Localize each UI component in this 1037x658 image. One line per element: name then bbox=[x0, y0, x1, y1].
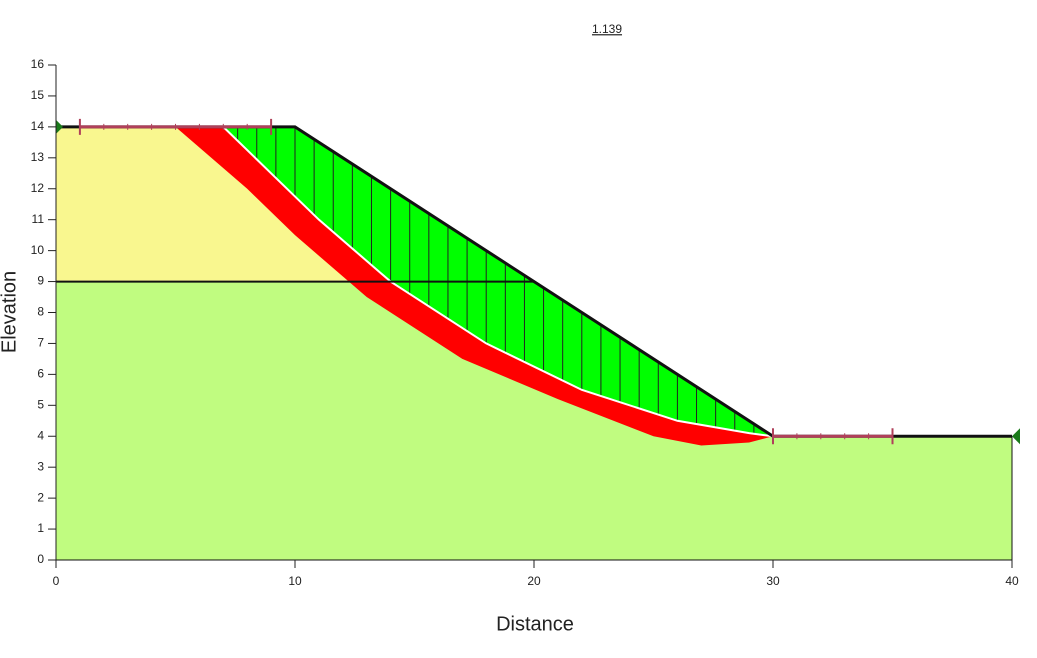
x-axis-label: Distance bbox=[496, 613, 574, 635]
y-tick-label: 13 bbox=[31, 150, 45, 164]
y-tick-label: 15 bbox=[31, 88, 45, 102]
y-tick-label: 4 bbox=[37, 428, 44, 442]
y-tick-label: 0 bbox=[37, 552, 44, 566]
region bbox=[175, 126, 773, 446]
region bbox=[56, 281, 1012, 560]
slip-surface bbox=[222, 126, 774, 438]
y-tick-label: 2 bbox=[37, 490, 44, 504]
y-tick-label: 11 bbox=[32, 212, 45, 226]
y-tick-label: 8 bbox=[37, 305, 44, 319]
piezo-marker bbox=[56, 119, 63, 134]
y-tick-label: 1 bbox=[37, 521, 44, 535]
piezo-marker bbox=[1012, 428, 1020, 445]
y-axis-label: Elevation bbox=[0, 271, 20, 353]
y-tick-label: 7 bbox=[37, 336, 44, 350]
y-tick-label: 10 bbox=[31, 243, 45, 257]
y-tick-label: 9 bbox=[37, 274, 44, 288]
y-tick-label: 3 bbox=[37, 459, 44, 473]
y-tick-label: 14 bbox=[31, 119, 45, 133]
y-tick-label: 5 bbox=[37, 397, 44, 411]
x-tick-label: 0 bbox=[53, 574, 60, 588]
x-tick-label: 40 bbox=[1005, 574, 1019, 588]
y-tick-label: 6 bbox=[37, 367, 44, 381]
y-tick-label: 12 bbox=[31, 181, 45, 195]
x-tick-label: 30 bbox=[766, 574, 780, 588]
x-tick-label: 20 bbox=[527, 574, 541, 588]
x-tick-label: 10 bbox=[288, 574, 302, 588]
y-tick-label: 16 bbox=[31, 57, 45, 71]
chart-title: 1.139 bbox=[592, 22, 622, 36]
